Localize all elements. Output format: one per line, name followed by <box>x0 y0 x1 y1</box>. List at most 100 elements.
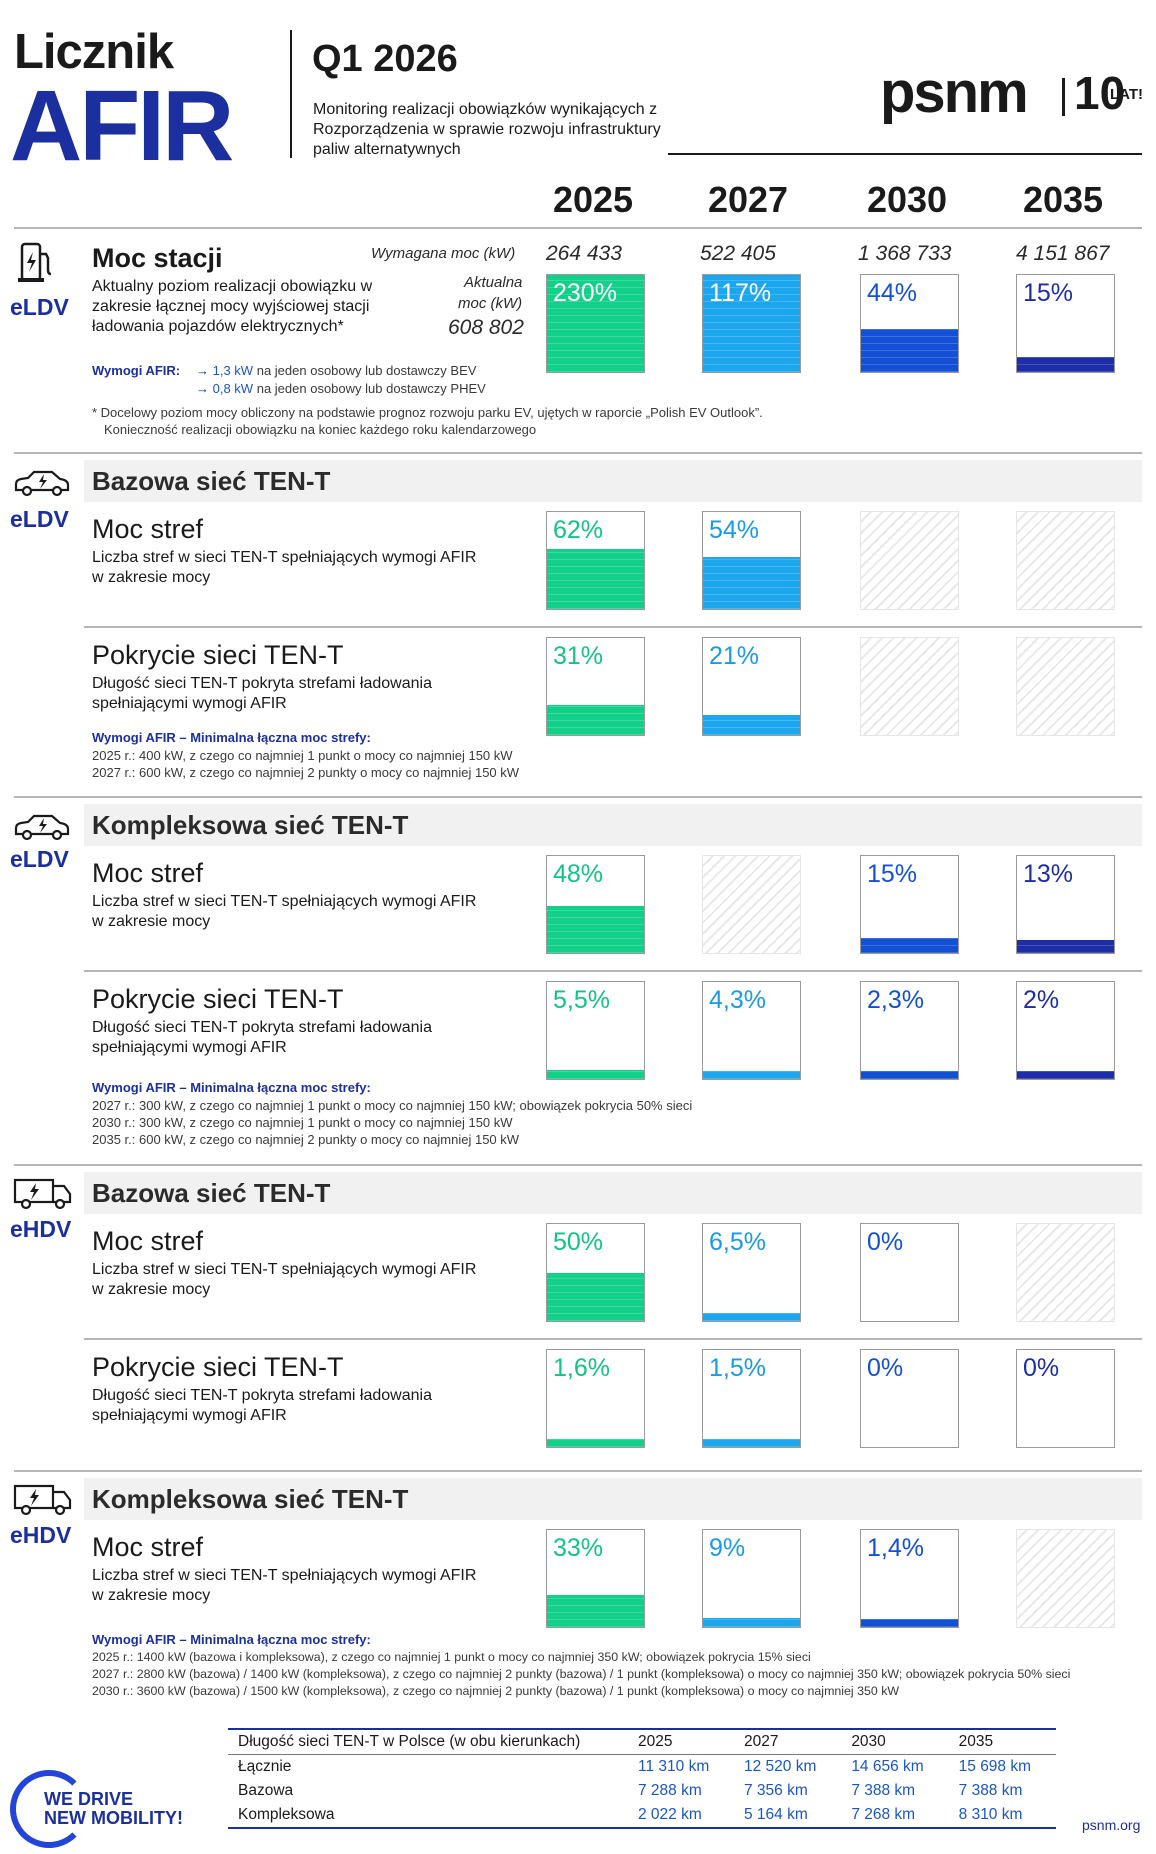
requirement-text: na jeden osobowy lub dostawczy BEV <box>256 363 477 378</box>
target-box: 54% <box>702 511 801 610</box>
target-box: 2% <box>1016 981 1115 1080</box>
target-box-not-applicable <box>1016 1223 1115 1322</box>
metric-title: Moc stref <box>92 1226 204 1256</box>
section-header <box>84 460 1142 502</box>
notes-header: Wymogi AFIR – Minimalna łączna moc stref… <box>92 730 371 745</box>
note-line: 2035 r.: 600 kW, z czego co najmniej 2 p… <box>92 1132 520 1147</box>
metric-title: Pokrycie sieci TEN-T <box>92 1352 344 1382</box>
table-row: Łącznie 11 310 km 12 520 km 14 656 km 15… <box>228 1755 1056 1780</box>
target-box: 21% <box>702 637 801 736</box>
note-line: 2030 r.: 300 kW, z czego co najmniej 1 p… <box>92 1115 513 1130</box>
progress-fill <box>703 1071 800 1079</box>
target-box: 0% <box>1016 1349 1115 1448</box>
table-cell: 8 310 km <box>948 1803 1056 1829</box>
logo-line-1: Licznik <box>14 25 174 79</box>
percentage-label: 9% <box>709 1534 746 1562</box>
table-cell: 7 388 km <box>851 1782 916 1799</box>
progress-fill <box>861 1619 958 1627</box>
metric-description: Liczba stref w sieci TEN-T spełniających… <box>92 893 477 930</box>
progress-fill <box>703 1618 800 1627</box>
footnote: * Docelowy poziom mocy obliczony na pods… <box>92 405 763 420</box>
progress-fill <box>703 714 800 735</box>
progress-fill <box>547 1272 644 1321</box>
brand-logo: psnm <box>880 60 1029 125</box>
brand-badge-text: LAT! <box>1110 86 1144 103</box>
percentage-label: 54% <box>709 516 760 544</box>
percentage-label: 1,6% <box>553 1354 610 1382</box>
section-header <box>84 1478 1142 1520</box>
requirement-value: 0,8 kW <box>212 381 254 396</box>
percentage-label: 117% <box>709 279 772 307</box>
note-line: 2025 r.: 1400 kW (bazowa i kompleksowa),… <box>92 1650 811 1664</box>
table-cell: 2 022 km <box>628 1803 734 1829</box>
percentage-label: 15% <box>867 860 918 888</box>
divider <box>84 970 1142 972</box>
metric-description: Liczba stref w sieci TEN-T spełniających… <box>92 549 477 586</box>
percentage-label: 31% <box>553 642 604 670</box>
notes-header: Wymogi AFIR – Minimalna łączna moc stref… <box>92 1080 371 1095</box>
table-row: Bazowa 7 288 km 7 356 km 7 388 km 7 388 … <box>228 1779 1056 1803</box>
target-box: 1,6% <box>546 1349 645 1448</box>
required-power-label: Wymagana moc (kW) <box>371 245 516 262</box>
target-box: 48% <box>546 855 645 954</box>
target-box: 13% <box>1016 855 1115 954</box>
year-header: 2027 <box>707 179 789 220</box>
truck-charging-icon <box>13 1484 72 1516</box>
percentage-label: 44% <box>867 279 918 307</box>
metric-title: Moc stref <box>92 858 204 888</box>
website-link[interactable]: psnm.org <box>1082 1817 1141 1833</box>
percentage-label: 0% <box>1023 1354 1060 1382</box>
section-header <box>84 804 1142 846</box>
quarter-title: Q1 2026 <box>312 38 458 80</box>
arrow-right-icon: → <box>196 363 213 378</box>
table-header-year: 2030 <box>841 1728 949 1755</box>
percentage-label: 21% <box>709 642 760 670</box>
car-charging-icon <box>14 470 70 497</box>
table-cell: 7 288 km <box>638 1782 702 1799</box>
category-label: eHDV <box>10 1522 72 1548</box>
target-box: 230% <box>546 274 645 373</box>
target-box: 33% <box>546 1529 645 1628</box>
target-box-not-applicable <box>1016 511 1115 610</box>
category-label: eLDV <box>10 506 69 532</box>
progress-fill <box>547 1070 644 1079</box>
target-box: 9% <box>702 1529 801 1628</box>
table-header-year: 2035 <box>948 1728 1056 1755</box>
target-box-not-applicable <box>860 637 959 736</box>
target-box: 50% <box>546 1223 645 1322</box>
target-box: 0% <box>860 1349 959 1448</box>
progress-fill <box>703 1439 800 1447</box>
target-box-not-applicable <box>702 855 801 954</box>
category-label: eLDV <box>10 846 69 872</box>
table-row: Kompleksowa 2 022 km 5 164 km 7 268 km 8… <box>228 1803 1056 1829</box>
table-cell: 14 656 km <box>851 1758 924 1775</box>
current-power-label: moc (kW) <box>458 295 523 312</box>
slogan-circle-icon <box>10 1770 88 1848</box>
divider <box>84 1338 1142 1340</box>
progress-fill <box>547 1439 644 1447</box>
progress-fill <box>547 275 644 372</box>
target-box: 1,4% <box>860 1529 959 1628</box>
metric-title: Pokrycie sieci TEN-T <box>92 640 344 670</box>
year-header: 2030 <box>866 179 948 220</box>
metric-description: Długość sieci TEN-T pokryta strefami ład… <box>92 1019 432 1056</box>
requirements-label: Wymogi AFIR: <box>92 363 181 378</box>
required-power-value: 522 405 <box>700 242 776 265</box>
table-cell: 7 268 km <box>841 1803 949 1829</box>
progress-fill <box>861 938 958 953</box>
divider <box>14 796 1142 798</box>
progress-fill <box>547 1595 644 1627</box>
target-box-not-applicable <box>860 511 959 610</box>
progress-fill <box>1017 940 1114 953</box>
percentage-label: 0% <box>867 1354 904 1382</box>
percentage-label: 230% <box>553 279 617 307</box>
network-length-table: Długość sieci TEN-T w Polsce (w obu kier… <box>228 1728 1056 1829</box>
note-line: 2025 r.: 400 kW, z czego co najmniej 1 p… <box>92 748 513 763</box>
car-charging-icon <box>14 814 70 841</box>
required-power-value: 264 433 <box>546 242 622 265</box>
metric-description: Długość sieci TEN-T pokryta strefami ład… <box>92 1387 432 1424</box>
target-box: 15% <box>860 855 959 954</box>
progress-fill <box>547 906 644 953</box>
percentage-label: 1,4% <box>867 1534 924 1562</box>
table-header-label: Długość sieci TEN-T w Polsce (w obu kier… <box>228 1728 628 1755</box>
